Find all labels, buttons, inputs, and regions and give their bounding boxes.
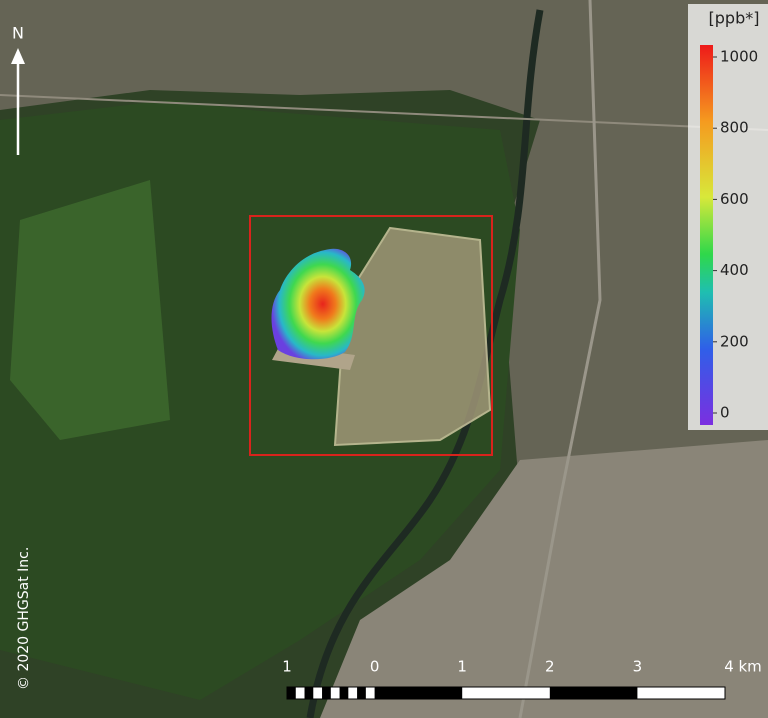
scale-bar-segment: [374, 687, 463, 699]
scale-bar-segment: [357, 687, 366, 699]
scale-bar-segment: [287, 687, 296, 699]
colorbar-tick-label: 800: [720, 119, 749, 137]
scale-bar-segment: [339, 687, 349, 699]
scale-bar-segment: [322, 687, 331, 699]
scale-bar: 1 0 1 2 3 4 km: [282, 658, 762, 700]
north-label: N: [12, 24, 24, 43]
scale-bar-frame: [286, 686, 726, 700]
road: [518, 0, 602, 718]
colorbar-tick-label: 1000: [720, 48, 758, 66]
copyright: © 2020 GHGSat Inc.: [16, 547, 32, 690]
scale-bar-label: 2: [545, 658, 555, 676]
scale-bar-segment: [549, 687, 638, 699]
field: [10, 180, 170, 440]
north-arrow-head: [11, 48, 25, 64]
colorbar: [700, 45, 713, 425]
scale-bar-label: 3: [633, 658, 643, 676]
colorbar-title: [ppb*]: [709, 9, 760, 28]
colorbar-tick-label: 400: [720, 261, 749, 279]
colorbar-tick-label: 0: [720, 404, 730, 422]
scale-bar-segment: [304, 687, 314, 699]
colorbar-tick-label: 600: [720, 190, 749, 208]
colorbar-tick-label: 200: [720, 332, 749, 350]
methane-plume: [271, 248, 365, 360]
scale-bar-label: 0: [370, 658, 380, 676]
scale-bar-label: 4 km: [724, 658, 762, 676]
scale-bar-label: 1: [457, 658, 467, 676]
scale-bar-label: 1: [282, 658, 292, 676]
detection-box: [249, 215, 493, 456]
